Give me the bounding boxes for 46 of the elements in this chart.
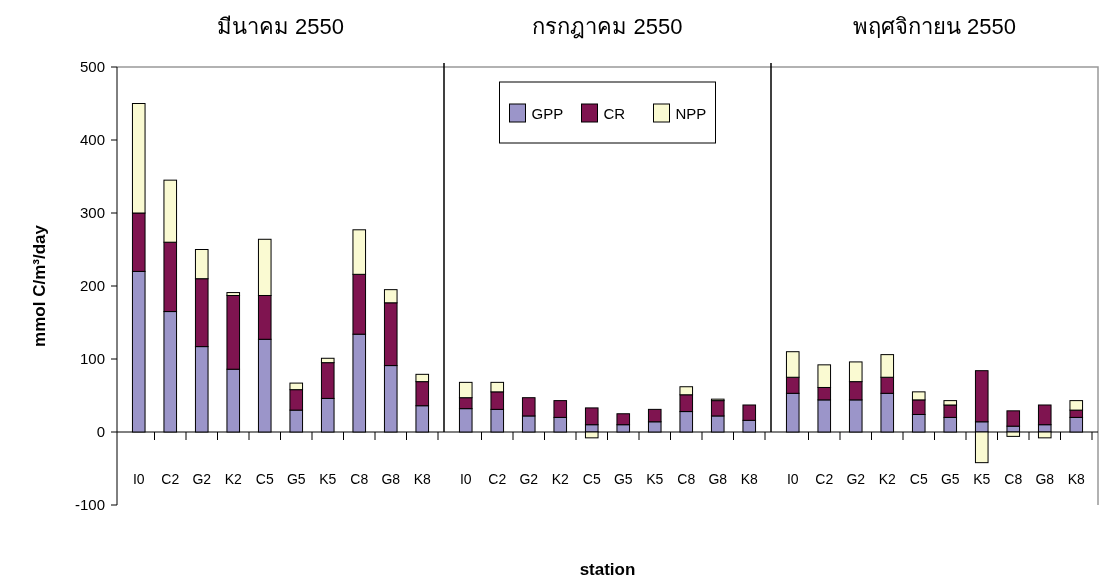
legend-label: GPP — [531, 105, 564, 122]
chart-title: พฤศจิกายน 2550 — [852, 14, 1017, 39]
x-tick-label: G5 — [940, 471, 960, 487]
y-axis-title: mmol C/m³/day — [30, 224, 49, 347]
legend-label: CR — [603, 105, 626, 122]
x-tick-label: K2 — [551, 471, 570, 487]
x-tick-label: K8 — [413, 471, 432, 487]
y-tick-label: 500 — [79, 58, 105, 76]
x-tick-label: K5 — [973, 471, 991, 487]
x-tick-label: C2 — [815, 471, 834, 487]
x-tick-label: G5 — [286, 471, 306, 487]
x-tick-label: G2 — [192, 471, 212, 487]
x-tick-label: K5 — [319, 471, 337, 487]
y-tick-label: 100 — [79, 350, 105, 368]
x-tick-label: C8 — [350, 471, 369, 487]
x-tick-label: C8 — [677, 471, 696, 487]
x-tick-label: G5 — [613, 471, 633, 487]
x-tick-label: G2 — [519, 471, 539, 487]
chart-title: กรกฎาคม 2550 — [532, 14, 683, 39]
legend-label: NPP — [675, 105, 707, 122]
y-tick-label: -100 — [74, 496, 105, 514]
x-tick-label: K8 — [740, 471, 759, 487]
x-tick-label: I0 — [459, 471, 472, 487]
x-tick-label: C2 — [161, 471, 180, 487]
x-tick-label: K2 — [224, 471, 243, 487]
x-tick-label: K8 — [1067, 471, 1086, 487]
x-tick-label: C2 — [488, 471, 507, 487]
chart-title: มีนาคม 2550 — [216, 14, 345, 39]
bar — [1006, 410, 1021, 427]
x-tick-label: I0 — [132, 471, 145, 487]
x-tick-label: C5 — [255, 471, 274, 487]
x-tick-label: C5 — [909, 471, 928, 487]
y-tick-label: 300 — [79, 204, 105, 222]
x-tick-label: G8 — [381, 471, 401, 487]
x-tick-label: G8 — [708, 471, 728, 487]
y-tick-label: 200 — [79, 277, 105, 295]
x-tick-label: G2 — [846, 471, 866, 487]
x-tick-label: I0 — [786, 471, 799, 487]
y-tick-label: 400 — [79, 131, 105, 149]
x-tick-label: C5 — [582, 471, 601, 487]
y-tick-label: 0 — [96, 423, 105, 441]
x-tick-label: K2 — [878, 471, 897, 487]
x-axis-title: station — [579, 560, 636, 579]
x-tick-label: G8 — [1035, 471, 1055, 487]
x-tick-label: K5 — [646, 471, 664, 487]
x-tick-label: C8 — [1004, 471, 1023, 487]
